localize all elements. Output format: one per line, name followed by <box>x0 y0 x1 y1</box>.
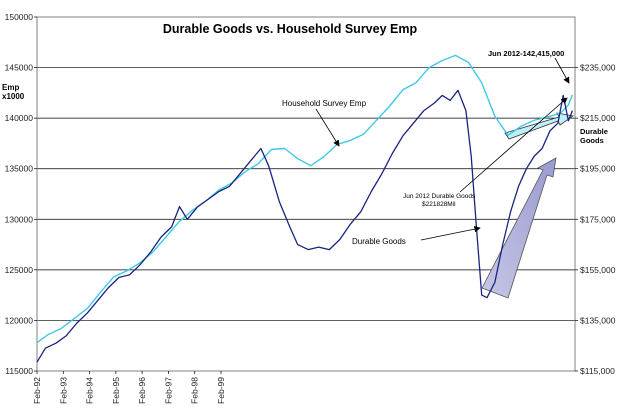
left-tick-label-0: 115000 <box>5 366 33 376</box>
left-axis-label-line1: Emp <box>2 83 19 92</box>
x-axis-ticks: Feb-92 Feb-93 Feb-94 Feb-95 Feb-96 Feb-97 Feb-… <box>32 371 226 404</box>
grid <box>37 16 575 372</box>
plot-area-border <box>36 16 576 372</box>
right-tick-label-2: $155,000 <box>580 265 616 275</box>
right-axis-ticks: $115,000 $135,000 $155,000 $175,000 $195,000… <box>575 63 616 376</box>
x-tick-label-3: Feb-95 <box>111 377 121 404</box>
left-tick-label-2: 125000 <box>5 265 34 275</box>
x-tick-label-5: Feb-97 <box>163 377 173 404</box>
annotation-durable-arrow <box>420 225 481 241</box>
left-axis-label-line2: x1000 <box>2 92 25 101</box>
series-layer <box>36 54 574 363</box>
annotation-jun-durable-arrow <box>459 97 568 193</box>
annotation-jun-durable-1: Jun 2012 Durable Goods <box>403 193 476 200</box>
annotation-right-durable-1: Durable <box>580 127 608 136</box>
left-tick-label-6: 145000 <box>5 63 34 73</box>
annotation-jun-emp-arrow <box>554 57 570 84</box>
left-tick-label-1: 120000 <box>5 315 34 325</box>
x-tick-label-4: Feb-96 <box>137 377 147 404</box>
emp-trend-arrow <box>504 112 575 140</box>
right-tick-label-0: $115,000 <box>580 366 615 376</box>
right-tick-label-3: $175,000 <box>580 214 616 224</box>
left-tick-label-4: 135000 <box>5 164 34 174</box>
annotation-household: Household Survey Emp <box>282 99 367 108</box>
series-line-household-survey-emp <box>36 54 574 344</box>
annotation-durable: Durable Goods <box>352 237 406 246</box>
annotation-right-durable-2: Goods <box>580 136 604 145</box>
right-tick-label-5: $215,000 <box>580 113 616 123</box>
left-tick-label-7: 150000 <box>5 12 34 22</box>
annotation-jun-durable-2: $221828Mil <box>422 201 456 208</box>
trend-arrow <box>481 157 557 299</box>
x-tick-label-1: Feb-93 <box>58 377 68 404</box>
left-tick-label-5: 140000 <box>5 113 34 123</box>
left-tick-label-3: 130000 <box>5 214 34 224</box>
left-axis-ticks: 115000 120000 125000 130000 135000 140000 1450… <box>5 12 37 376</box>
annotation-jun-emp: Jun 2012-142,415,000 <box>488 49 564 58</box>
right-tick-label-1: $135,000 <box>580 315 616 325</box>
right-tick-label-6: $235,000 <box>580 63 616 73</box>
right-tick-label-4: $195,000 <box>580 164 616 174</box>
x-tick-label-6: Feb-98 <box>190 377 200 404</box>
x-tick-label-7: Feb-99 <box>216 377 226 404</box>
series-line-durable-goods <box>36 89 574 363</box>
annotation-household-arrow <box>315 108 340 147</box>
x-tick-label-0: Feb-92 <box>32 377 42 404</box>
chart-title: Durable Goods vs. Household Survey Emp <box>163 22 418 36</box>
x-tick-label-2: Feb-94 <box>85 377 95 404</box>
